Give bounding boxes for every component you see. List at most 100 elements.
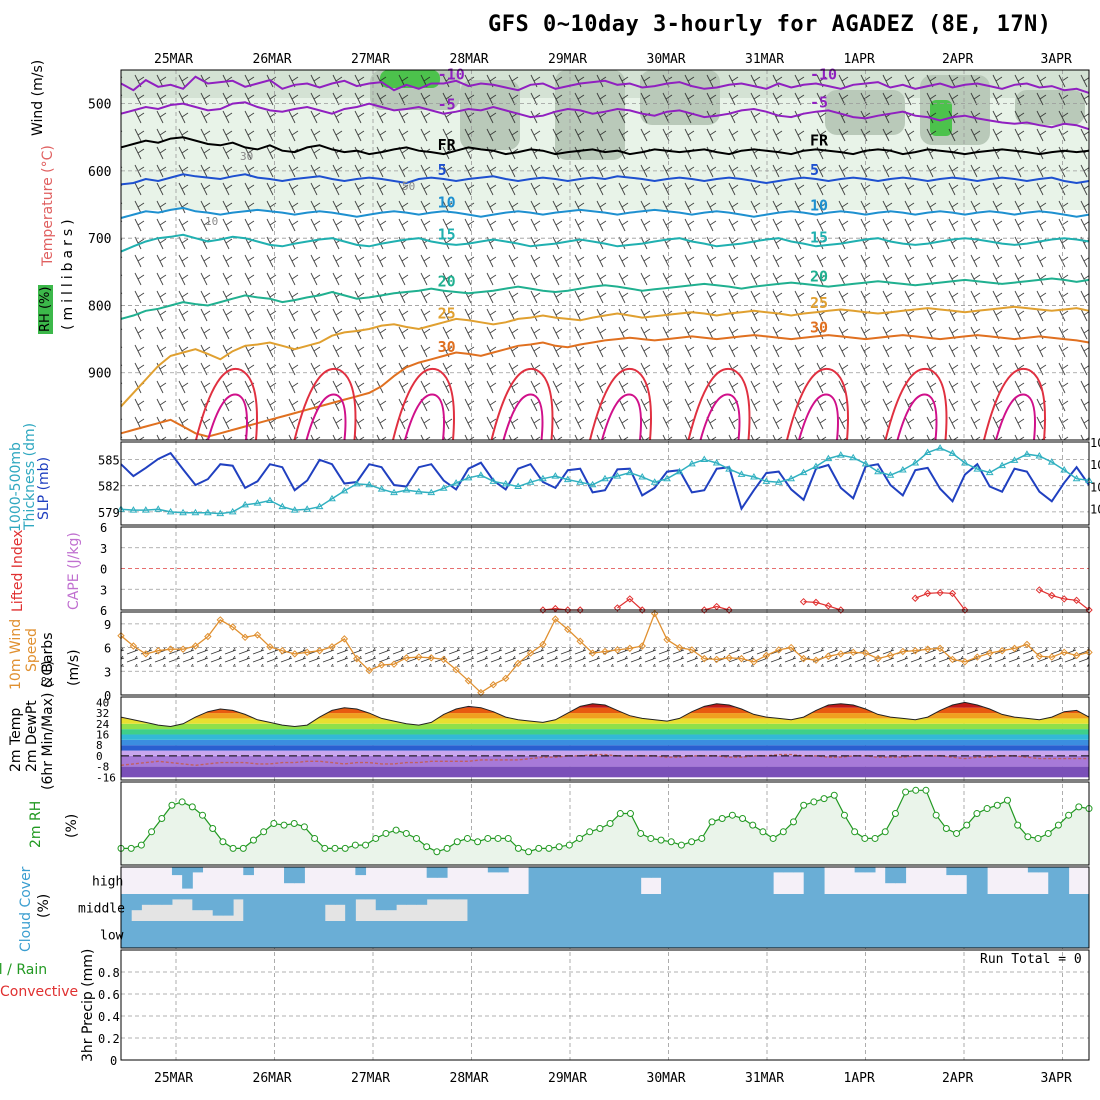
wind10m-marker bbox=[328, 643, 336, 651]
cloud-cell bbox=[711, 894, 723, 921]
isotherm-line bbox=[120, 233, 1090, 253]
rh2m-marker bbox=[463, 834, 471, 842]
thickness-marker bbox=[1072, 474, 1081, 482]
thickness-marker bbox=[663, 474, 671, 482]
wind10m-marker bbox=[712, 655, 721, 664]
cloud-cell bbox=[752, 867, 764, 894]
temp-color-band bbox=[121, 755, 1089, 767]
cloud-cell bbox=[528, 867, 540, 894]
wind10m-marker bbox=[775, 646, 783, 654]
cloud-cell bbox=[824, 894, 835, 921]
temp-color-band bbox=[121, 734, 1089, 740]
wind10m-marker bbox=[737, 654, 746, 663]
thickness-marker bbox=[973, 465, 982, 472]
thickness-marker bbox=[402, 486, 411, 493]
cloud-cell bbox=[579, 867, 591, 894]
rh2m-marker bbox=[912, 786, 920, 794]
cloud-cell bbox=[650, 921, 662, 948]
cloud-cell bbox=[701, 867, 713, 894]
isotherm-label: -10 bbox=[438, 65, 465, 83]
cloud-cell bbox=[487, 921, 499, 948]
wind10m-marker bbox=[923, 645, 932, 653]
cloud-cell bbox=[508, 894, 519, 921]
rh2m-marker bbox=[555, 843, 563, 851]
lifted-index-line bbox=[803, 601, 841, 611]
isotherm-label: FR bbox=[810, 131, 829, 149]
ytick-label: 800 bbox=[88, 299, 111, 314]
wind10m-marker bbox=[402, 654, 411, 662]
rh2m-unit: (%) bbox=[64, 813, 80, 838]
date-label-top: 25MAR bbox=[154, 52, 193, 67]
hot-contour bbox=[589, 367, 652, 441]
thickness-marker bbox=[477, 471, 485, 478]
wind10m-marker bbox=[986, 649, 994, 657]
temp2m-ylabel-3: (6hr Min/Max) (°C) bbox=[40, 660, 56, 790]
rh2m-marker bbox=[188, 803, 196, 811]
cloud-cell bbox=[722, 867, 733, 894]
isotherm-label: 25 bbox=[810, 294, 828, 312]
rh2m-marker bbox=[963, 821, 971, 829]
thickness-marker bbox=[675, 467, 684, 475]
rh-ylabel: RH (%) bbox=[38, 284, 53, 334]
thickness-marker bbox=[141, 506, 150, 513]
rh2m-marker bbox=[280, 821, 288, 829]
cloud-cell bbox=[783, 867, 795, 873]
thickness-marker bbox=[551, 472, 560, 479]
cloud-cell bbox=[905, 921, 917, 948]
thickness-marker bbox=[203, 508, 212, 516]
cloud-cell bbox=[946, 867, 958, 876]
wind10m-marker bbox=[601, 647, 609, 656]
isotherm-label: 15 bbox=[438, 226, 456, 244]
cloud-cell bbox=[406, 921, 417, 948]
cloud-cell bbox=[813, 921, 825, 948]
cloud-cell bbox=[1058, 867, 1070, 894]
rh2m-marker bbox=[535, 844, 543, 852]
rh2m-marker bbox=[433, 848, 441, 856]
cloud-cell bbox=[182, 894, 193, 900]
cloud-cell bbox=[538, 921, 550, 948]
isotherm-label: 30 bbox=[438, 338, 456, 356]
cloud-cell bbox=[202, 894, 214, 911]
thickness-marker bbox=[613, 472, 622, 479]
cloud-cell bbox=[151, 921, 163, 948]
rh2m-marker bbox=[637, 829, 645, 837]
cloud-cell bbox=[436, 894, 448, 900]
wind10m-marker bbox=[799, 654, 808, 663]
thickness-marker bbox=[576, 478, 585, 485]
isotherm-label: 30 bbox=[810, 318, 828, 336]
ytick-label: 600 bbox=[88, 165, 111, 180]
thickness-marker bbox=[1060, 465, 1069, 473]
wind10m-marker bbox=[464, 677, 473, 685]
wind10m-marker bbox=[241, 633, 249, 642]
cloud-cell bbox=[630, 894, 642, 921]
ytick-label: 9 bbox=[104, 618, 111, 632]
cloud-cell bbox=[487, 867, 499, 873]
wind10m-marker bbox=[340, 635, 349, 643]
cloud-cell bbox=[222, 921, 234, 948]
isotherm-label: 20 bbox=[810, 267, 828, 285]
wind10m-marker bbox=[154, 647, 162, 655]
hot-contour bbox=[490, 367, 554, 441]
rh2m-marker bbox=[1034, 834, 1042, 842]
cloud-cell bbox=[1048, 921, 1059, 948]
rh2m-marker bbox=[1003, 796, 1011, 804]
rh2m-marker bbox=[219, 838, 227, 846]
millibars-ylabel: (millibars) bbox=[60, 215, 76, 330]
cloud-cell bbox=[1038, 867, 1049, 873]
thickness-marker bbox=[303, 505, 312, 512]
thickness-marker bbox=[936, 444, 944, 451]
cloud-cell bbox=[273, 894, 285, 921]
cloud-cell bbox=[559, 921, 570, 948]
cloud-cell bbox=[518, 921, 530, 948]
cloud-cell bbox=[528, 894, 540, 921]
wind10m-marker bbox=[750, 658, 758, 666]
rh2m-marker bbox=[861, 834, 869, 842]
isotherm-line bbox=[120, 305, 1090, 408]
thickness-marker bbox=[129, 506, 138, 513]
cloud-cell bbox=[813, 867, 825, 894]
rh2m-marker bbox=[851, 828, 859, 836]
cloud-cell bbox=[895, 894, 907, 921]
date-label-bottom: 26MAR bbox=[253, 1071, 292, 1086]
cape-ylabel: CAPE (J/kg) bbox=[66, 532, 82, 610]
rh2m-marker bbox=[993, 801, 1001, 809]
